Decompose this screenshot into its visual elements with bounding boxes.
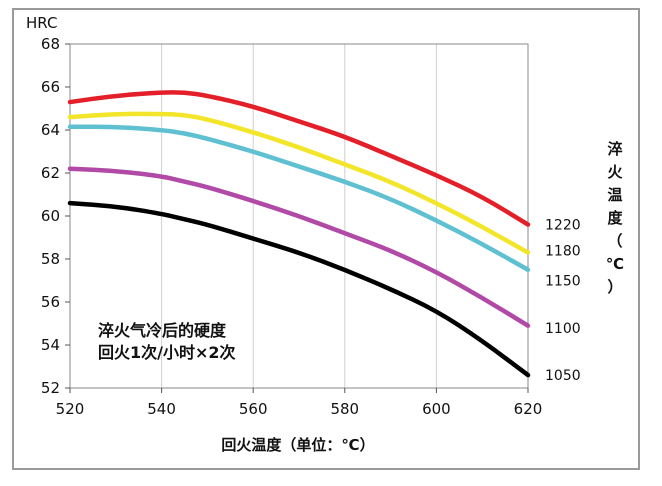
x-tick-label: 560 bbox=[239, 400, 268, 418]
series-line-1220 bbox=[67, 90, 531, 227]
y-unit-label: HRC bbox=[26, 14, 57, 32]
y-tick-label: 56 bbox=[41, 293, 60, 311]
series-labels: 1220 1180 1150 1100 1050 bbox=[545, 218, 581, 385]
y-tick-label: 60 bbox=[41, 207, 60, 225]
x-tick-label: 620 bbox=[514, 400, 543, 418]
x-tick-label: 540 bbox=[147, 400, 176, 418]
series-label-1180: 1180 bbox=[545, 243, 581, 259]
series-line-1150 bbox=[67, 124, 531, 272]
series-label-1220: 1220 bbox=[545, 218, 581, 234]
x-axis-label: 回火温度（单位：℃） bbox=[221, 436, 374, 454]
note-line-1: 淬火气冷后的硬度 bbox=[98, 321, 227, 340]
x-tick-label: 520 bbox=[56, 400, 85, 418]
y-tick-label: 58 bbox=[41, 250, 60, 268]
series-line-1050 bbox=[67, 200, 531, 378]
y-tick-label: 52 bbox=[41, 379, 60, 397]
series-lines bbox=[67, 90, 531, 378]
x-axis-ticks: 520 540 560 580 600 620 bbox=[56, 388, 543, 418]
y-axis-ticks: 52 54 56 58 60 62 64 66 68 bbox=[41, 35, 70, 397]
y-tick-label: 62 bbox=[41, 164, 60, 182]
note-line-2: 回火1次/小时×2次 bbox=[98, 343, 236, 362]
chart-frame bbox=[12, 8, 640, 470]
y-tick-label: 68 bbox=[41, 35, 60, 53]
series-label-1050: 1050 bbox=[545, 368, 581, 384]
x-tick-label: 600 bbox=[422, 400, 451, 418]
y-tick-label: 54 bbox=[41, 336, 60, 354]
x-tick-label: 580 bbox=[330, 400, 359, 418]
series-line-1180 bbox=[67, 111, 531, 255]
y-tick-label: 64 bbox=[41, 121, 60, 139]
y-tick-label: 66 bbox=[41, 78, 60, 96]
quench-temperature-label: 淬火温度（℃） bbox=[606, 140, 624, 296]
chart-note: 淬火气冷后的硬度 回火1次/小时×2次 bbox=[98, 321, 236, 362]
quench-temperature-text: 淬火温度（℃） bbox=[606, 140, 624, 296]
series-label-1100: 1100 bbox=[545, 321, 581, 337]
series-line-1100 bbox=[67, 166, 531, 328]
series-label-1150: 1150 bbox=[545, 274, 581, 290]
